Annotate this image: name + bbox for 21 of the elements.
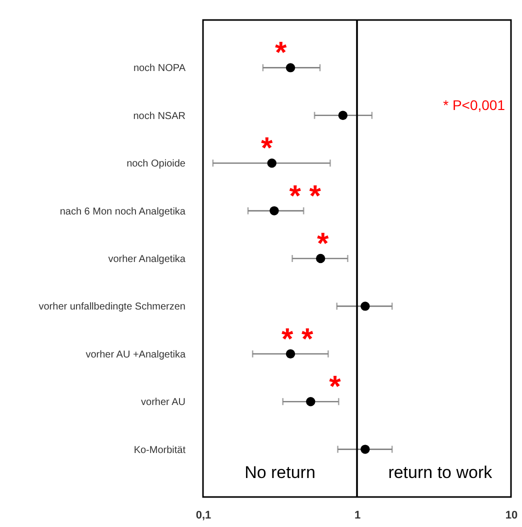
annotation: No return	[244, 463, 316, 482]
annotation: return to work	[388, 463, 493, 482]
annotation: *	[261, 132, 274, 166]
annotation: *	[274, 36, 287, 70]
x-tick-label: 10	[505, 510, 518, 522]
y-tick-label: vorher Analgetika	[108, 254, 186, 265]
y-tick-label: noch NSAR	[133, 110, 186, 122]
x-tick-label: 1	[354, 510, 361, 522]
annotation: * *	[289, 180, 322, 213]
y-tick-label: Ko-Morbität	[134, 444, 186, 456]
y-tick-label: vorher AU +Analgetika	[86, 349, 186, 360]
y-tick-label: noch Opioide	[126, 158, 186, 170]
x-tick-label: 0,1	[196, 510, 212, 522]
annotation: * *	[282, 322, 314, 356]
y-tick-label: vorher unfallbedingte Schmerzen	[38, 302, 186, 313]
annotation: * P<0,001	[443, 96, 506, 113]
y-tick-label: vorher AU	[141, 397, 186, 408]
y-tick-label: noch NOPA	[133, 63, 186, 74]
annotation: *	[329, 370, 342, 404]
annotation: *	[316, 228, 329, 260]
y-tick-label: nach 6 Mon noch Analgetika	[60, 206, 186, 218]
